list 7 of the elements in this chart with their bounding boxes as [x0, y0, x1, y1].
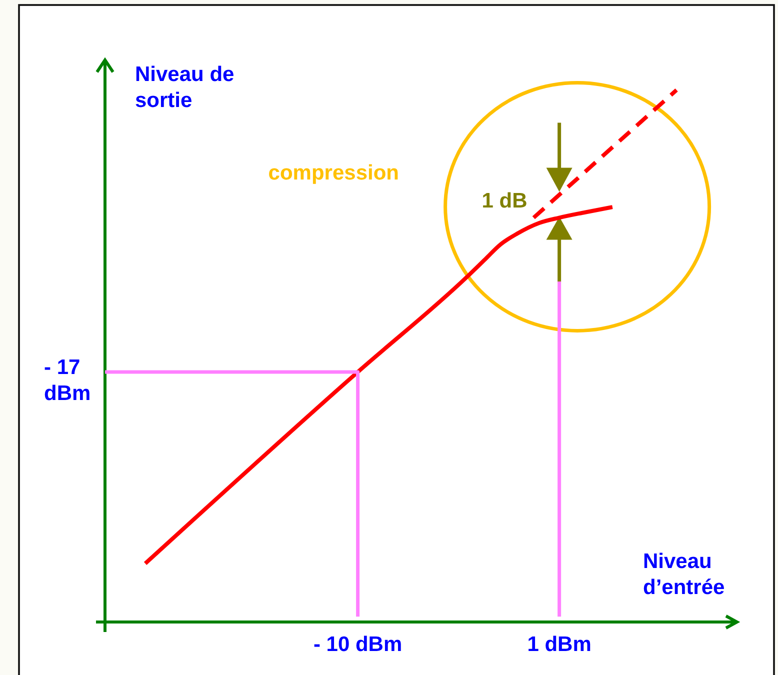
- x-axis-title: Niveau d’entrée: [643, 550, 725, 599]
- annotation: 1 dB: [482, 190, 528, 213]
- annotation: compression: [268, 162, 400, 185]
- x-tick-label: 1 dBm: [527, 633, 592, 656]
- y-axis-title: Niveau de sortie: [135, 63, 240, 112]
- text: - 17 dBm: [44, 356, 91, 405]
- x-tick-label: - 10 dBm: [313, 633, 402, 656]
